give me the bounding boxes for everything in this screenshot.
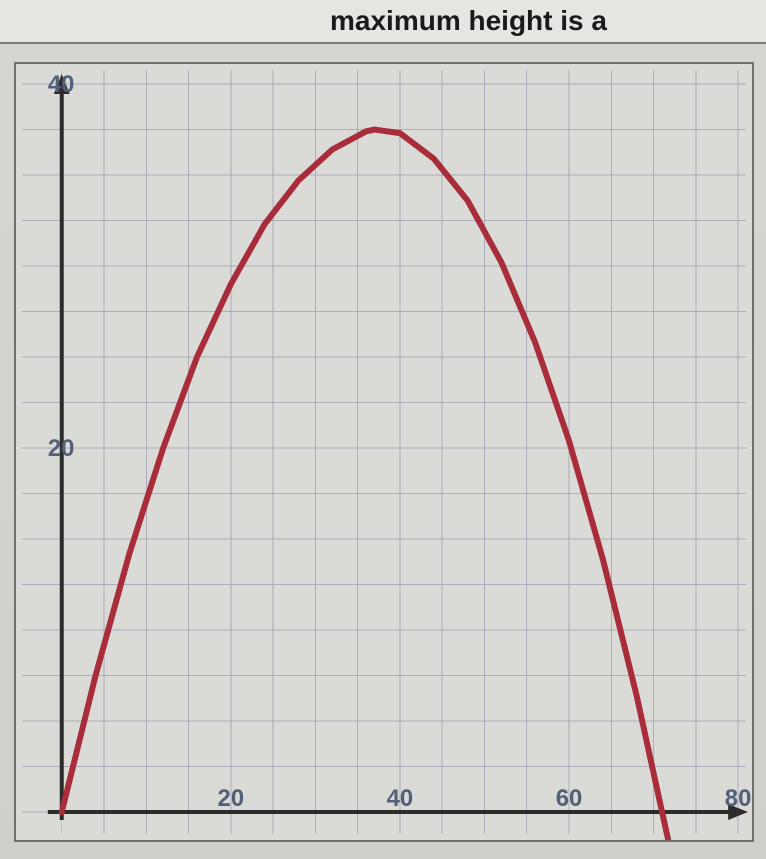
grid-lines (22, 70, 746, 834)
title-bar: maximum height is a (0, 0, 766, 44)
parabola-chart: 20 40 20 40 60 80 (16, 64, 752, 840)
x-tick-60: 60 (556, 785, 583, 812)
chart-panel: 20 40 20 40 60 80 (14, 62, 754, 842)
page-root: maximum height is a 20 40 20 40 60 80 (0, 0, 766, 859)
parabola-curve (62, 130, 696, 840)
page-title: maximum height is a (330, 5, 607, 37)
y-tick-20: 20 (48, 435, 75, 462)
x-tick-40: 40 (387, 785, 414, 812)
y-tick-40: 40 (48, 71, 75, 98)
x-tick-80: 80 (725, 785, 752, 812)
x-tick-20: 20 (218, 785, 245, 812)
